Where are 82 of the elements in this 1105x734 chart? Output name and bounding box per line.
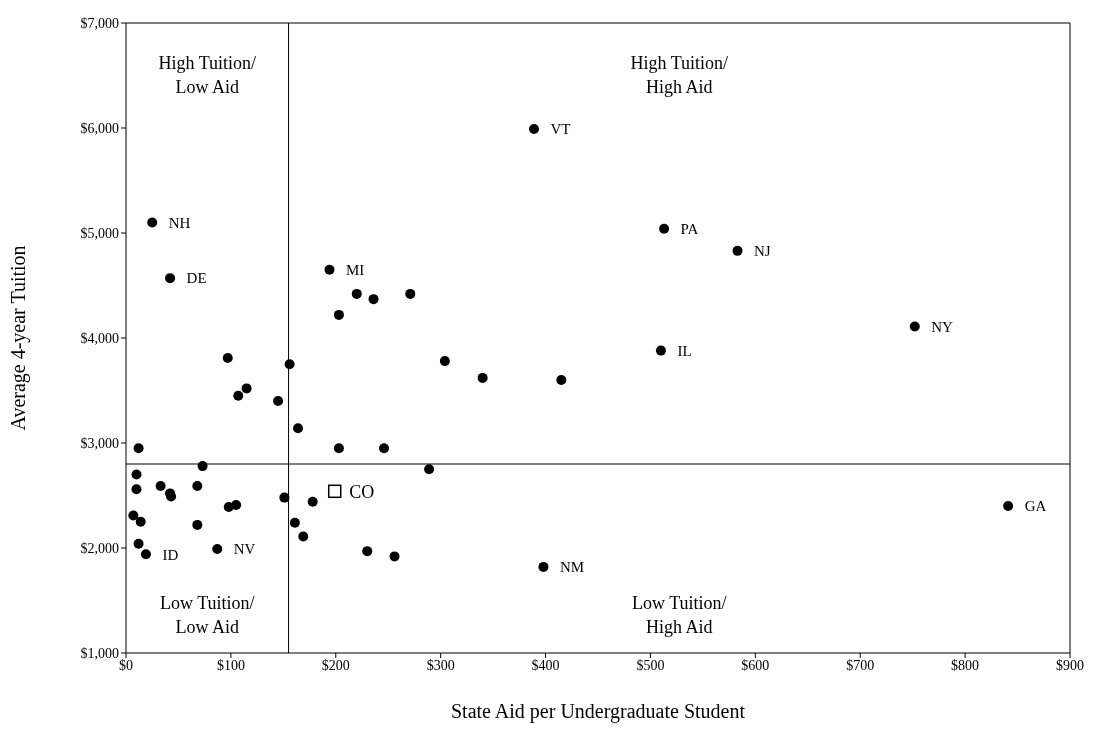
point xyxy=(327,484,342,499)
y-tick-label: $7,000 xyxy=(80,15,119,31)
x-tick-label: $500 xyxy=(636,657,665,673)
point xyxy=(293,423,304,434)
point xyxy=(324,264,335,275)
y-tick-label: $6,000 xyxy=(80,120,119,136)
point xyxy=(197,461,208,472)
point xyxy=(273,396,284,406)
y-tick-label: $4,000 xyxy=(80,330,119,346)
point xyxy=(284,359,295,370)
y-tick-label: $1,000 xyxy=(80,645,119,661)
point xyxy=(131,469,142,480)
y-axis-title: Average 4-year Tuition xyxy=(7,245,31,431)
data-label: DE xyxy=(186,270,207,287)
point xyxy=(128,510,139,521)
x-tick-label: $800 xyxy=(951,657,980,673)
point xyxy=(362,546,373,557)
point xyxy=(233,390,244,401)
x-tick-label: $100 xyxy=(216,657,245,673)
point xyxy=(298,531,309,542)
point xyxy=(135,516,146,527)
y-tick-label: $5,000 xyxy=(80,225,119,241)
point xyxy=(133,538,144,549)
data-label: NJ xyxy=(754,243,771,260)
x-tick-label: $200 xyxy=(321,657,350,673)
point xyxy=(192,481,203,492)
x-tick-label: $300 xyxy=(426,657,455,673)
point xyxy=(133,443,144,454)
data-label: PA xyxy=(680,221,699,238)
data-label: NM xyxy=(559,559,585,576)
point xyxy=(529,124,540,135)
x-axis-title: State Aid per Undergraduate Student xyxy=(450,700,746,723)
point xyxy=(307,496,318,507)
point xyxy=(140,549,151,560)
x-tick-label: $900 xyxy=(1056,657,1084,673)
x-tick-label: $700 xyxy=(846,657,875,673)
point xyxy=(222,352,233,363)
point xyxy=(212,544,223,555)
point xyxy=(368,294,379,305)
point xyxy=(655,345,666,356)
point xyxy=(538,561,549,572)
x-tick-label: $600 xyxy=(741,657,770,673)
point xyxy=(659,223,670,234)
point xyxy=(405,288,416,299)
annotation: Low Tuition/ High Aid xyxy=(631,592,728,639)
point xyxy=(241,383,252,394)
point xyxy=(909,321,920,332)
point xyxy=(1003,501,1014,511)
point xyxy=(289,517,300,528)
data-label: NH xyxy=(168,214,191,231)
data-label: IL xyxy=(677,342,692,359)
point xyxy=(155,481,166,492)
point xyxy=(424,464,435,475)
point xyxy=(231,499,242,510)
annotation: High Tuition/ Low Aid xyxy=(157,52,258,99)
annotation: Low Tuition/ Low Aid xyxy=(159,592,256,639)
y-tick-label: $2,000 xyxy=(80,540,119,556)
point xyxy=(379,443,390,454)
point xyxy=(389,551,400,562)
point xyxy=(333,443,344,454)
y-tick-label: $3,000 xyxy=(80,435,119,451)
data-label: CO xyxy=(349,481,375,502)
point xyxy=(192,519,203,530)
data-label: GA xyxy=(1024,498,1047,515)
data-label: NV xyxy=(233,541,256,558)
data-label: VT xyxy=(550,121,571,138)
point xyxy=(165,273,176,284)
point xyxy=(556,375,567,385)
point xyxy=(333,309,344,320)
x-tick-label: $400 xyxy=(531,657,560,673)
point xyxy=(732,245,743,256)
point xyxy=(147,217,158,228)
annotation: High Tuition/ High Aid xyxy=(629,52,730,99)
point xyxy=(477,372,488,383)
data-label: NY xyxy=(931,318,954,335)
point xyxy=(351,288,362,299)
data-label: ID xyxy=(162,546,179,563)
point xyxy=(131,484,142,495)
point xyxy=(439,356,450,367)
x-tick-label: $0 xyxy=(119,657,133,673)
point xyxy=(279,492,290,503)
data-label: MI xyxy=(346,262,365,279)
